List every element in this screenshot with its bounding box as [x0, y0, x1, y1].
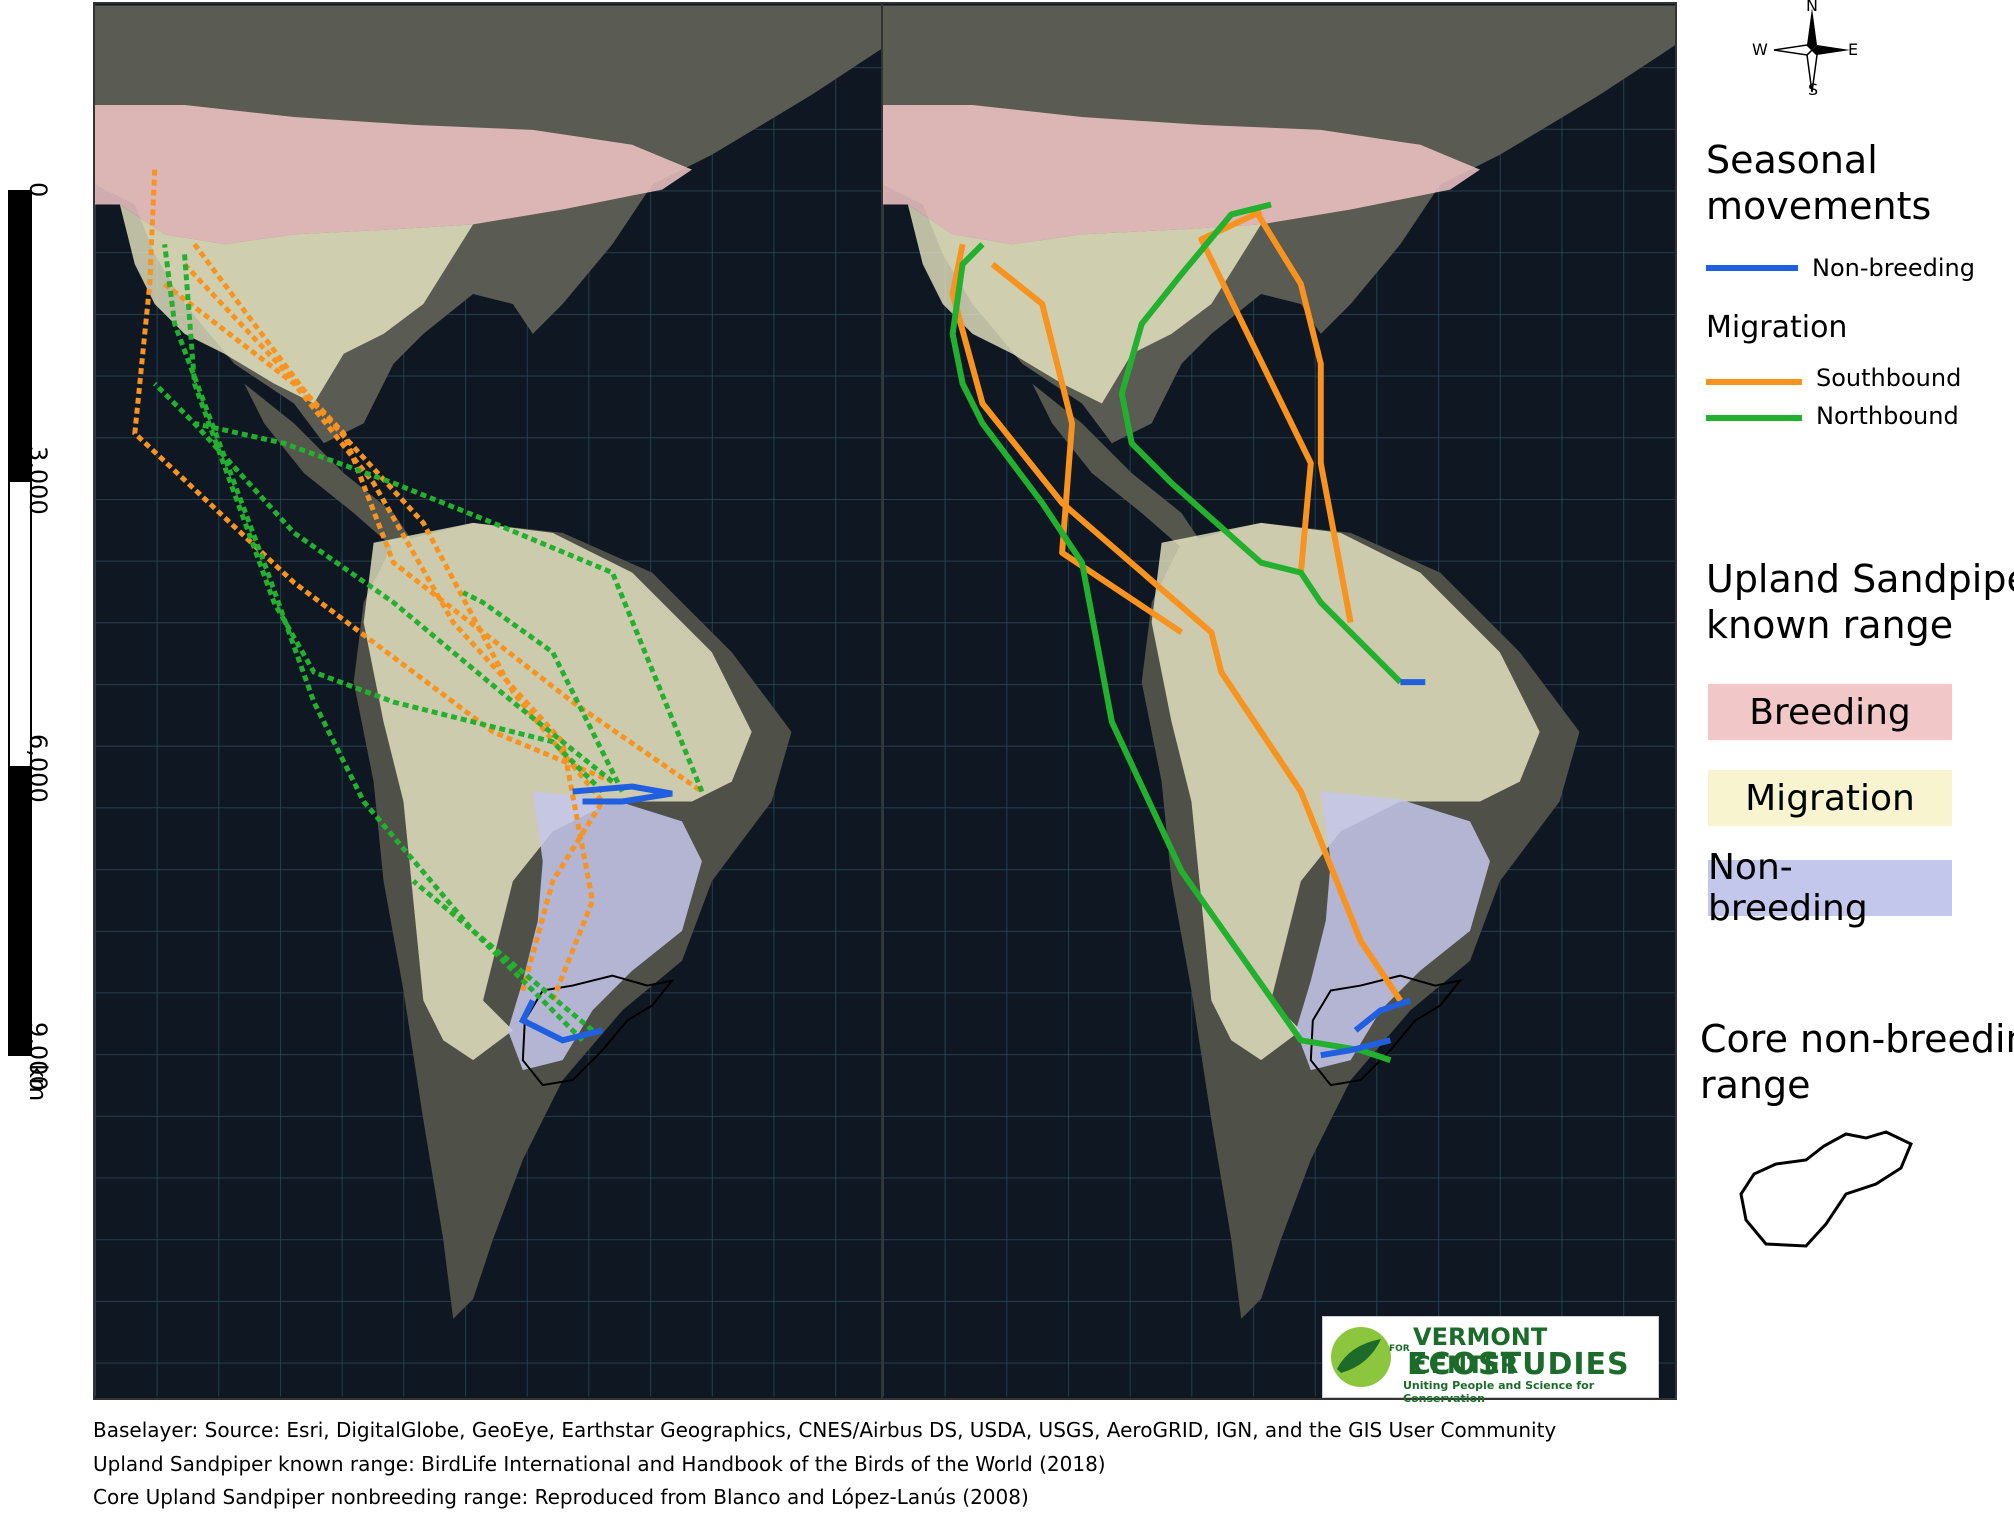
- legend-northbound-label: Northbound: [1816, 402, 1959, 430]
- compass-e: E: [1848, 40, 1859, 59]
- logo-line2: FOR: [1389, 1344, 1410, 1354]
- map-left-canvas: [95, 5, 887, 1397]
- migration-range-south: [363, 522, 752, 1061]
- north-arrow: N S E W: [1752, 0, 1862, 100]
- logo-line3: ECOSTUDIES: [1407, 1347, 1630, 1382]
- breeding-range: [883, 105, 1480, 245]
- compass-rose-icon: [1773, 8, 1850, 93]
- leaf-logo-icon: [1331, 1327, 1391, 1387]
- southbound-track: [1253, 209, 1354, 623]
- logo-tagline: Uniting People and Science for Conservat…: [1403, 1379, 1595, 1405]
- scale-label-6000: 6,000: [24, 734, 52, 803]
- northbound-track: [411, 879, 595, 1033]
- legend-core-outline-icon: [1739, 1130, 1913, 1248]
- legend-core-title: Core non-breeding range: [1700, 1017, 2014, 1107]
- scale-bar-segment: [8, 768, 32, 1056]
- southbound-track: [990, 261, 1184, 635]
- northbound-track: [152, 381, 614, 784]
- map-panel-left: [93, 2, 889, 1400]
- legend-migration-title: Migration: [1706, 310, 1848, 345]
- legend-southbound-line: [1706, 379, 1802, 385]
- legend-southbound-label: Southbound: [1816, 364, 1962, 392]
- northbound-track: [182, 254, 605, 794]
- credit-baselayer: Baselayer: Source: Esri, DigitalGlobe, G…: [93, 1418, 1557, 1442]
- legend-breeding-swatch: Breeding: [1708, 684, 1952, 740]
- compass-w: W: [1752, 40, 1768, 59]
- compass-n: N: [1806, 0, 1818, 15]
- nonbreeding-range: [1295, 791, 1490, 1071]
- northbound-track: [1118, 201, 1403, 685]
- scale-label-0: 0: [24, 182, 52, 198]
- migration-range-north: [907, 204, 1262, 404]
- nonbreeding-range: [507, 791, 702, 1071]
- legend-nonbreeding-swatch: Non-breeding: [1708, 847, 1952, 929]
- migration-range-north: [119, 204, 474, 404]
- credit-core-range: Core Upland Sandpiper nonbreeding range:…: [93, 1485, 1029, 1509]
- scale-bar: [8, 190, 32, 1056]
- nonbreeding-track: [1353, 997, 1412, 1033]
- core-nonbreeding-outline: [521, 974, 675, 1087]
- southbound-track: [163, 282, 596, 1002]
- legend-range-title: Upland Sandpiper known range: [1706, 557, 2014, 647]
- vce-logo: VERMONT CENTER FOR ECOSTUDIES Uniting Pe…: [1322, 1316, 1659, 1405]
- legend-migration-swatch: Migration: [1708, 770, 1952, 826]
- northbound-track: [193, 420, 705, 793]
- core-nonbreeding-outline: [1309, 974, 1463, 1087]
- legend-nonbreeding-line: [1706, 265, 1798, 271]
- map-right-canvas: [883, 5, 1675, 1397]
- southbound-track: [1198, 208, 1314, 573]
- legend-nonbreeding-label: Non-breeding: [1812, 254, 1975, 282]
- scale-bar-segment: [8, 480, 32, 768]
- southbound-track: [949, 243, 1403, 1003]
- scale-label-3000: 3,000: [24, 446, 52, 515]
- northbound-track: [949, 242, 1392, 1064]
- legend-northbound-line: [1706, 415, 1802, 421]
- scale-bar-segment: [8, 190, 32, 480]
- southbound-track: [132, 169, 614, 784]
- northbound-track: [462, 590, 625, 793]
- credit-range: Upland Sandpiper known range: BirdLife I…: [93, 1452, 1106, 1476]
- breeding-range: [95, 105, 692, 245]
- legend-seasonal-title: Seasonal movements: [1706, 138, 1932, 228]
- nonbreeding-track: [518, 999, 604, 1044]
- map-panel-right: [881, 2, 1677, 1400]
- northbound-track: [162, 243, 585, 1043]
- nonbreeding-track: [1320, 1037, 1392, 1059]
- compass-s: S: [1808, 80, 1819, 99]
- nonbreeding-track: [572, 783, 673, 805]
- logo-line1: VERMONT CENTER: [1413, 1323, 1548, 1379]
- southbound-track: [182, 262, 704, 794]
- migration-range-south: [1151, 522, 1540, 1061]
- scale-unit: km: [24, 1064, 52, 1102]
